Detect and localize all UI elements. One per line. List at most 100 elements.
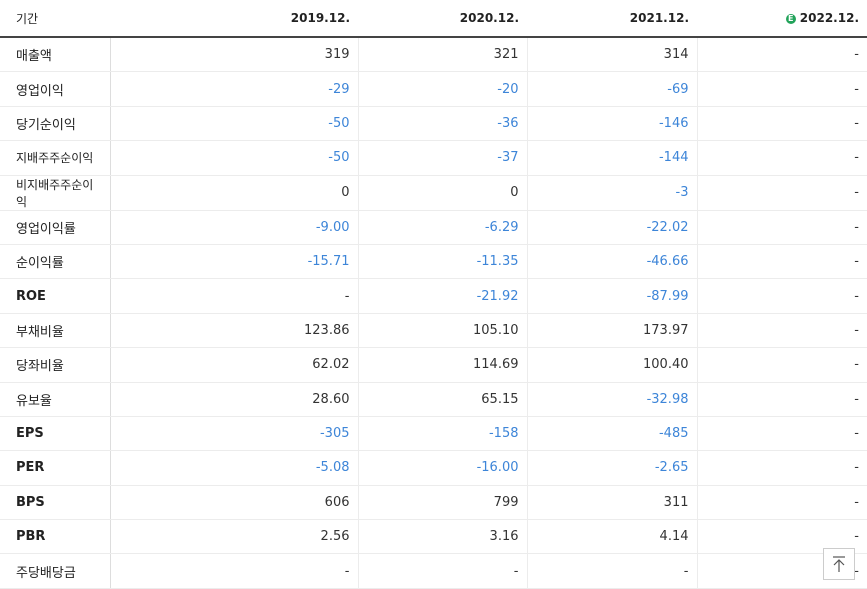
row-label: PER xyxy=(0,450,111,486)
cell-value: 100.40 xyxy=(526,347,697,383)
header-cell: E 2022.12. xyxy=(697,0,867,38)
row-label: 순이익률 xyxy=(0,244,111,280)
header-text: 2020.12. xyxy=(459,11,519,25)
cell-value: -3 xyxy=(526,175,697,211)
cell-value: - xyxy=(696,382,867,417)
cell-value: -29 xyxy=(109,71,358,107)
cell-value: - xyxy=(109,553,358,589)
table-row: 비지배주주순이익 0 0 -3- xyxy=(0,175,867,211)
cell-value: -50 xyxy=(109,140,358,176)
cell-value: -15.71 xyxy=(109,244,358,280)
cell-value: - xyxy=(696,71,867,107)
row-label: 영업이익 xyxy=(0,71,111,107)
table-row: PBR 2.56 3.16 4.14- xyxy=(0,519,867,555)
cell-value: - xyxy=(696,278,867,314)
cell-value: 311 xyxy=(526,485,697,521)
cell-value: -22.02 xyxy=(526,209,697,245)
row-label: 비지배주주순이익 xyxy=(0,175,111,211)
table-row: PER -5.08 -16.00 -2.65- xyxy=(0,450,867,486)
cell-value: -36 xyxy=(357,106,527,142)
cell-value: 173.97 xyxy=(526,312,697,349)
row-label: BPS xyxy=(0,485,111,521)
cell-value: -69 xyxy=(526,71,697,107)
cell-value: 314 xyxy=(526,37,697,73)
cell-value: 319 xyxy=(109,37,358,73)
cell-value: -146 xyxy=(526,106,697,142)
row-label: ROE xyxy=(0,278,111,314)
cell-value: -20 xyxy=(357,71,527,107)
cell-value: -37 xyxy=(357,140,527,176)
cell-value: 114.69 xyxy=(357,347,527,383)
scroll-top-button[interactable] xyxy=(823,548,855,580)
cell-value: 799 xyxy=(357,485,527,521)
header-text: 2022.12. xyxy=(799,11,859,25)
cell-value: -6.29 xyxy=(357,209,527,245)
row-label: 영업이익률 xyxy=(0,209,111,245)
cell-value: - xyxy=(696,140,867,176)
row-label: EPS xyxy=(0,415,111,452)
table-row: 당기순이익 -50 -36 -146- xyxy=(0,106,867,142)
header-cell: 기간 xyxy=(0,0,110,38)
cell-value: -16.00 xyxy=(357,450,527,486)
row-label: 지배주주순이익 xyxy=(0,140,111,176)
table-row: 지배주주순이익 -50 -37 -144- xyxy=(0,140,867,176)
row-label: 당기순이익 xyxy=(0,106,111,142)
cell-value: - xyxy=(696,106,867,142)
row-label: 유보율 xyxy=(0,382,111,417)
header-cell: 2021.12. xyxy=(527,0,697,38)
cell-value: -21.92 xyxy=(357,278,527,314)
cell-value: 105.10 xyxy=(357,312,527,349)
cell-value: -87.99 xyxy=(526,278,697,314)
cell-value: - xyxy=(357,553,527,589)
cell-value: -46.66 xyxy=(526,244,697,280)
table-row: 부채비율 123.86 105.10 173.97- xyxy=(0,312,867,349)
header-row: 기간 2019.12. 2020.12. 2021.12. E 2022.12. xyxy=(0,0,867,38)
cell-value: - xyxy=(696,415,867,452)
table-row: 영업이익 -29 -20 -69- xyxy=(0,71,867,107)
table-row: BPS 606 799 311- xyxy=(0,485,867,521)
cell-value: -2.65 xyxy=(526,450,697,486)
table-row: 매출액 319 321 314- xyxy=(0,37,867,73)
cell-value: -32.98 xyxy=(526,382,697,417)
cell-value: -5.08 xyxy=(109,450,358,486)
cell-value: - xyxy=(109,278,358,314)
cell-value: 65.15 xyxy=(357,382,527,417)
table-row: 순이익률 -15.71 -11.35 -46.66- xyxy=(0,244,867,280)
cell-value: 62.02 xyxy=(109,347,358,383)
cell-value: -11.35 xyxy=(357,244,527,280)
cell-value: - xyxy=(696,209,867,245)
cell-value: -158 xyxy=(357,415,527,452)
row-label: 매출액 xyxy=(0,37,111,73)
row-label: 당좌비율 xyxy=(0,347,111,383)
cell-value: 123.86 xyxy=(109,312,358,349)
table-row: EPS -305 -158 -485- xyxy=(0,415,867,452)
header-cell: 2020.12. xyxy=(358,0,527,38)
table-body: 매출액 319 321 314- 영업이익 -29 -20 -69- 당기순이익 -50 -36 -1… xyxy=(0,37,867,589)
cell-value: -305 xyxy=(109,415,358,452)
cell-value: -144 xyxy=(526,140,697,176)
cell-value: -9.00 xyxy=(109,209,358,245)
table-row: 주당배당금 - - - - xyxy=(0,553,867,589)
cell-value: - xyxy=(696,312,867,349)
cell-value: 28.60 xyxy=(109,382,358,417)
cell-value: 3.16 xyxy=(357,519,527,555)
table-row: 유보율 28.60 65.15 -32.98- xyxy=(0,382,867,417)
row-label: 부채비율 xyxy=(0,312,111,349)
table-row: 영업이익률 -9.00 -6.29 -22.02- xyxy=(0,209,867,245)
row-label: PBR xyxy=(0,519,111,555)
table-row: 당좌비율 62.02 114.69 100.40- xyxy=(0,347,867,383)
table-row: ROE - -21.92 -87.99- xyxy=(0,278,867,314)
cell-value: - xyxy=(696,244,867,280)
cell-value: 0 xyxy=(109,175,358,211)
header-text: 2021.12. xyxy=(629,11,689,25)
row-label: 주당배당금 xyxy=(0,553,111,589)
cell-value: 0 xyxy=(357,175,527,211)
header-text: 기간 xyxy=(16,11,39,26)
cell-value: - xyxy=(696,450,867,486)
cell-value: 2.56 xyxy=(109,519,358,555)
cell-value: 321 xyxy=(357,37,527,73)
header-text: 2019.12. xyxy=(290,11,350,25)
cell-value: -50 xyxy=(109,106,358,142)
cell-value: - xyxy=(526,553,697,589)
